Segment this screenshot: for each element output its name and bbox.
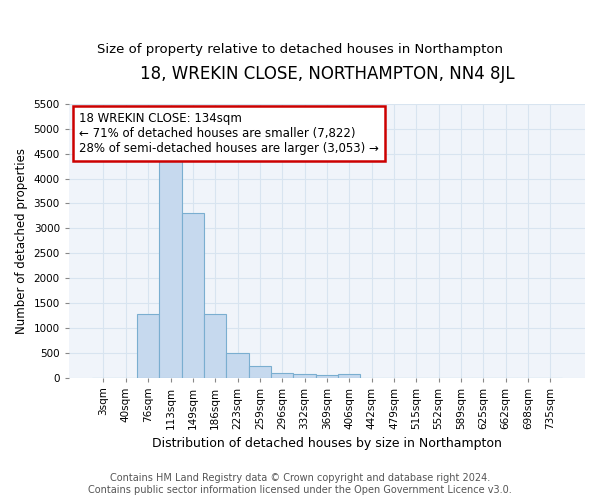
Y-axis label: Number of detached properties: Number of detached properties xyxy=(15,148,28,334)
Bar xyxy=(137,314,160,378)
Bar xyxy=(182,214,204,378)
Text: Contains HM Land Registry data © Crown copyright and database right 2024.
Contai: Contains HM Land Registry data © Crown c… xyxy=(88,474,512,495)
Title: 18, WREKIN CLOSE, NORTHAMPTON, NN4 8JL: 18, WREKIN CLOSE, NORTHAMPTON, NN4 8JL xyxy=(140,65,514,83)
Bar xyxy=(204,314,226,378)
Bar xyxy=(293,374,316,378)
Bar xyxy=(160,161,182,378)
Bar xyxy=(338,374,361,378)
Text: 18 WREKIN CLOSE: 134sqm
← 71% of detached houses are smaller (7,822)
28% of semi: 18 WREKIN CLOSE: 134sqm ← 71% of detache… xyxy=(79,112,379,155)
Text: Size of property relative to detached houses in Northampton: Size of property relative to detached ho… xyxy=(97,42,503,56)
Bar xyxy=(271,372,293,378)
Bar xyxy=(316,375,338,378)
Bar xyxy=(249,366,271,378)
Bar xyxy=(226,353,249,378)
X-axis label: Distribution of detached houses by size in Northampton: Distribution of detached houses by size … xyxy=(152,437,502,450)
